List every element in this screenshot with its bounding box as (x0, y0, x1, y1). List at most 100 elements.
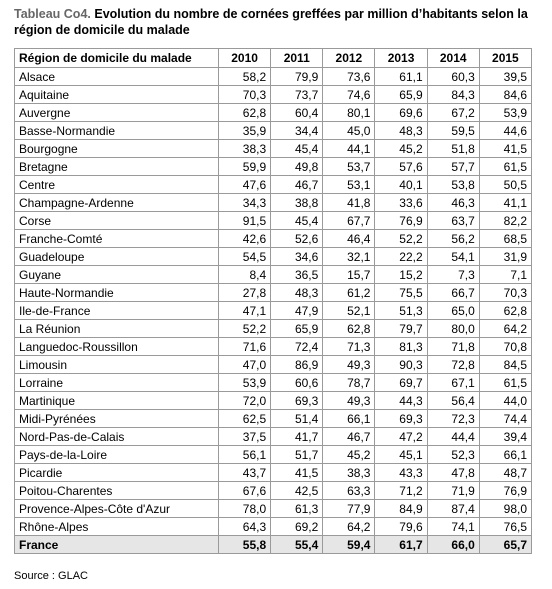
cell-value: 47,2 (374, 427, 428, 446)
table-row: Martinique 72,0 69,3 49,3 44,3 56,4 44,0 (14, 391, 533, 410)
cell-value: 65,0 (426, 301, 480, 320)
cell-value: 52,1 (322, 301, 376, 320)
cell-value: 69,3 (270, 391, 324, 410)
cell-value: 15,7 (322, 265, 376, 284)
cell-value: 47,1 (217, 301, 272, 320)
cell-value: 40,1 (374, 175, 428, 194)
cell-value: 58,2 (217, 67, 272, 86)
cell-value: 60,3 (426, 67, 480, 86)
cell-value: 57,6 (374, 157, 428, 176)
cell-value: 74,6 (322, 85, 376, 104)
column-header: 2012 (322, 48, 376, 68)
cell-value: 59,4 (322, 535, 376, 554)
cell-value: 59,5 (426, 121, 480, 140)
cell-value: 61,5 (478, 157, 533, 176)
cell-value: 73,6 (322, 67, 376, 86)
cell-value: 61,3 (270, 499, 324, 518)
cell-value: 54,5 (217, 247, 272, 266)
row-label: Martinique (14, 391, 219, 410)
table-row: Champagne-Ardenne 34,3 38,8 41,8 33,6 46,3 41,… (14, 193, 533, 212)
cell-value: 66,0 (426, 535, 480, 554)
cell-value: 63,3 (322, 481, 376, 500)
table-row: Franche-Comté 42,6 52,6 46,4 52,2 56,2 68,5 (14, 229, 533, 248)
cell-value: 78,0 (217, 499, 272, 518)
cell-value: 65,9 (374, 85, 428, 104)
cell-value: 52,3 (426, 445, 480, 464)
cell-value: 64,2 (322, 517, 376, 536)
cell-value: 53,9 (478, 103, 533, 122)
cell-value: 34,6 (270, 247, 324, 266)
table-row: Nord-Pas-de-Calais 37,5 41,7 46,7 47,2 44,4 39… (14, 427, 533, 446)
cell-value: 39,4 (478, 427, 533, 446)
row-label: Provence-Alpes-Côte d'Azur (14, 499, 219, 518)
cell-value: 69,6 (374, 103, 428, 122)
cell-value: 46,3 (426, 193, 480, 212)
cell-value: 76,5 (478, 517, 533, 536)
row-label: Franche-Comté (14, 229, 219, 248)
cell-value: 71,6 (217, 337, 272, 356)
cell-value: 49,3 (322, 391, 376, 410)
cell-value: 67,7 (322, 211, 376, 230)
cell-value: 62,8 (217, 103, 272, 122)
cell-value: 98,0 (478, 499, 533, 518)
table-row: Pays-de-la-Loire 56,1 51,7 45,2 45,1 52,3 66,1 (14, 445, 533, 464)
cell-value: 65,7 (478, 535, 533, 554)
table-row: Guadeloupe 54,5 34,6 32,1 22,2 54,1 31,9 (14, 247, 533, 266)
row-label: France (14, 535, 219, 554)
row-label: Guadeloupe (14, 247, 219, 266)
row-label: Aquitaine (14, 85, 219, 104)
cell-value: 7,1 (478, 265, 533, 284)
cell-value: 61,1 (374, 67, 428, 86)
cell-value: 38,3 (322, 463, 376, 482)
cell-value: 27,8 (217, 283, 272, 302)
cell-value: 43,3 (374, 463, 428, 482)
cell-value: 47,0 (217, 355, 272, 374)
cell-value: 44,6 (478, 121, 533, 140)
cell-value: 77,9 (322, 499, 376, 518)
cell-value: 8,4 (217, 265, 272, 284)
cell-value: 43,7 (217, 463, 272, 482)
table-row: Guyane 8,4 36,5 15,7 15,2 7,3 7,1 (14, 265, 533, 284)
cell-value: 50,5 (478, 175, 533, 194)
row-label: Poitou-Charentes (14, 481, 219, 500)
column-header: 2010 (217, 48, 272, 68)
cell-value: 70,3 (478, 283, 533, 302)
cell-value: 60,6 (270, 373, 324, 392)
cell-value: 62,8 (478, 301, 533, 320)
cell-value: 52,2 (374, 229, 428, 248)
column-header: 2014 (426, 48, 480, 68)
cell-value: 79,9 (270, 67, 324, 86)
cell-value: 73,7 (270, 85, 324, 104)
table-row: Limousin 47,0 86,9 49,3 90,3 72,8 84,5 (14, 355, 533, 374)
cell-value: 81,3 (374, 337, 428, 356)
table-row: Bourgogne 38,3 45,4 44,1 45,2 51,8 41,5 (14, 139, 533, 158)
cell-value: 84,9 (374, 499, 428, 518)
cell-value: 55,4 (270, 535, 324, 554)
cell-value: 45,1 (374, 445, 428, 464)
cell-value: 51,8 (426, 139, 480, 158)
cell-value: 76,9 (478, 481, 533, 500)
cell-value: 72,0 (217, 391, 272, 410)
row-label: Ile-de-France (14, 301, 219, 320)
cell-value: 70,8 (478, 337, 533, 356)
cell-value: 59,9 (217, 157, 272, 176)
cell-value: 53,7 (322, 157, 376, 176)
row-label: Limousin (14, 355, 219, 374)
table-row: Aquitaine 70,3 73,7 74,6 65,9 84,3 84,6 (14, 85, 533, 104)
cell-value: 62,5 (217, 409, 272, 428)
row-label: Languedoc-Roussillon (14, 337, 219, 356)
row-label: Midi-Pyrénées (14, 409, 219, 428)
cell-value: 53,1 (322, 175, 376, 194)
row-label: Basse-Normandie (14, 121, 219, 140)
row-label: Alsace (14, 67, 219, 86)
column-header: 2015 (478, 48, 533, 68)
cell-value: 65,9 (270, 319, 324, 338)
table-row: Picardie 43,7 41,5 38,3 43,3 47,8 48,7 (14, 463, 533, 482)
cell-value: 48,3 (270, 283, 324, 302)
row-label: Champagne-Ardenne (14, 193, 219, 212)
cell-value: 53,8 (426, 175, 480, 194)
cell-value: 55,8 (217, 535, 272, 554)
table-row: Auvergne 62,8 60,4 80,1 69,6 67,2 53,9 (14, 103, 533, 122)
cell-value: 72,4 (270, 337, 324, 356)
